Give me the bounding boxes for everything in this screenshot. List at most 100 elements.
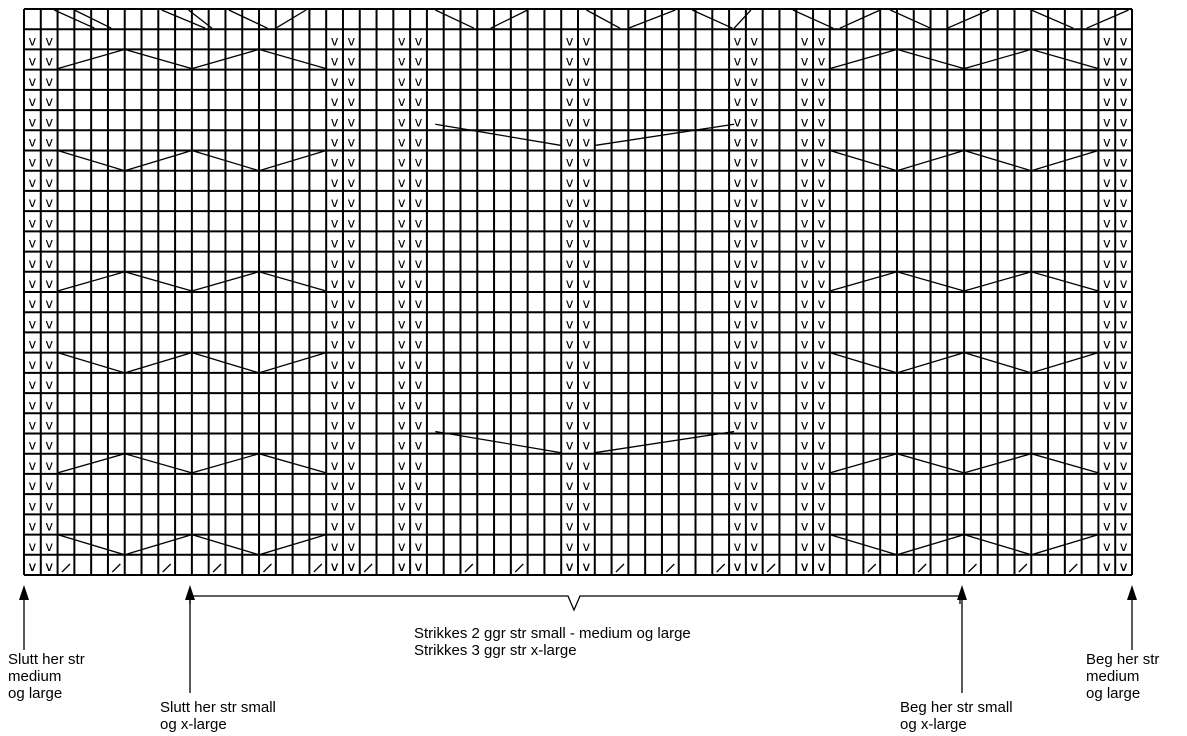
slip-stitch-symbol: v: [331, 216, 339, 231]
slip-stitch-symbol: v: [734, 237, 742, 252]
slip-stitch-symbol: v: [331, 196, 339, 211]
slip-stitch-symbol: v: [818, 216, 826, 231]
slip-stitch-symbol: v: [398, 277, 406, 292]
slip-stitch-symbol: v: [734, 540, 742, 555]
cable-zigzag: [829, 533, 965, 556]
slip-stitch-symbol: v: [398, 75, 406, 90]
arrow-slutt-medium: [19, 585, 29, 650]
slip-stitch-symbol: v: [750, 338, 758, 353]
slutt-medium-line2: medium: [8, 668, 61, 685]
slip-stitch-symbol: v: [566, 479, 574, 494]
slip-stitch-symbol: v: [331, 95, 339, 110]
slip-stitch-symbol: v: [348, 55, 356, 70]
slip-stitch-symbol: v: [1120, 196, 1128, 211]
center-cable: [435, 123, 562, 147]
slip-stitch-symbol: v: [818, 479, 826, 494]
slip-stitch-symbol: v: [818, 499, 826, 514]
cable-zigzag: [57, 453, 193, 474]
slip-stitch-symbol: v: [801, 540, 809, 555]
slip-stitch-symbol: v: [734, 560, 742, 575]
slip-stitch-symbol: v: [331, 237, 339, 252]
slip-stitch-symbol: v: [583, 398, 591, 413]
slip-stitch-symbol: v: [45, 338, 53, 353]
stitch-symbols: v v v v v v v v v v v v v vv v v v v v v v v v v v v vv v v v v v v v v v v v…: [29, 34, 1128, 575]
slip-stitch-symbol: v: [415, 55, 423, 70]
slip-stitch-symbol: v: [750, 439, 758, 454]
slip-stitch-symbol: v: [818, 55, 826, 70]
slip-stitch-symbol: v: [415, 439, 423, 454]
slip-stitch-symbol: v: [750, 115, 758, 130]
slip-stitch-symbol: v: [801, 520, 809, 535]
cable-zigzag: [57, 533, 193, 556]
slip-stitch-symbol: v: [1103, 115, 1111, 130]
slip-stitch-symbol: v: [583, 459, 591, 474]
cable-diagonal: [839, 9, 881, 29]
slip-stitch-symbol: v: [415, 216, 423, 231]
slip-stitch-symbol: v: [818, 540, 826, 555]
slip-stitch-symbol: v: [583, 317, 591, 332]
slip-stitch-symbol: v: [331, 520, 339, 535]
slip-stitch-symbol: v: [348, 277, 356, 292]
slip-stitch-symbol: v: [734, 196, 742, 211]
slip-stitch-symbol: v: [566, 560, 574, 575]
slip-stitch-symbol: v: [398, 540, 406, 555]
slip-stitch-symbol: v: [45, 560, 53, 575]
slip-stitch-symbol: v: [566, 196, 574, 211]
slip-stitch-symbol: v: [331, 338, 339, 353]
slip-stitch-symbol: v: [398, 216, 406, 231]
slip-stitch-symbol: v: [348, 358, 356, 373]
slip-stitch-symbol: v: [734, 338, 742, 353]
slip-stitch-symbol: v: [415, 95, 423, 110]
slip-stitch-symbol: v: [583, 560, 591, 575]
slip-stitch-symbol: v: [583, 338, 591, 353]
cast-off-symbol: [61, 563, 71, 573]
slip-stitch-symbol: v: [398, 499, 406, 514]
slip-stitch-symbol: v: [1103, 156, 1111, 171]
slip-stitch-symbol: v: [398, 378, 406, 393]
slip-stitch-symbol: v: [45, 95, 53, 110]
slip-stitch-symbol: v: [1103, 176, 1111, 191]
slip-stitch-symbol: v: [583, 216, 591, 231]
slip-stitch-symbol: v: [29, 95, 37, 110]
slip-stitch-symbol: v: [1120, 439, 1128, 454]
slip-stitch-symbol: v: [1103, 338, 1111, 353]
slip-stitch-symbol: v: [331, 75, 339, 90]
slip-stitch-symbol: v: [415, 358, 423, 373]
slip-stitch-symbol: v: [331, 317, 339, 332]
slip-stitch-symbol: v: [398, 358, 406, 373]
slip-stitch-symbol: v: [348, 378, 356, 393]
cast-off-symbol: [162, 563, 172, 573]
slip-stitch-symbol: v: [750, 237, 758, 252]
slip-stitch-symbol: v: [1120, 216, 1128, 231]
slip-stitch-symbol: v: [45, 196, 53, 211]
cable-zigzag: [963, 271, 1099, 292]
slip-stitch-symbol: v: [348, 398, 356, 413]
cable-zigzag: [829, 48, 965, 70]
slip-stitch-symbol: v: [45, 560, 53, 575]
slip-stitch-symbol: v: [1120, 95, 1128, 110]
slip-stitch-symbol: v: [29, 34, 37, 49]
slip-stitch-symbol: v: [583, 560, 591, 575]
slip-stitch-symbol: v: [415, 34, 423, 49]
slip-stitch-symbol: v: [801, 459, 809, 474]
slip-stitch-symbol: v: [415, 520, 423, 535]
slip-stitch-symbol: v: [45, 115, 53, 130]
slip-stitch-symbol: v: [583, 55, 591, 70]
slip-stitch-symbol: v: [398, 560, 406, 575]
slip-stitch-symbol: v: [801, 338, 809, 353]
slip-stitch-symbol: v: [398, 156, 406, 171]
center-cable: [435, 430, 562, 454]
slip-stitch-symbol: v: [348, 34, 356, 49]
slip-stitch-symbol: v: [818, 560, 826, 575]
cast-off-symbol: [464, 563, 474, 573]
cast-off-symbol: [917, 563, 927, 573]
slip-stitch-symbol: v: [818, 419, 826, 434]
slip-stitch-symbol: v: [750, 540, 758, 555]
cast-off-symbol: [111, 563, 121, 573]
slip-stitch-symbol: v: [398, 560, 406, 575]
slip-stitch-symbol: v: [398, 398, 406, 413]
slip-stitch-symbol: v: [29, 297, 37, 312]
slip-stitch-symbol: v: [29, 115, 37, 130]
slip-stitch-symbol: v: [331, 479, 339, 494]
slip-stitch-symbol: v: [1120, 297, 1128, 312]
